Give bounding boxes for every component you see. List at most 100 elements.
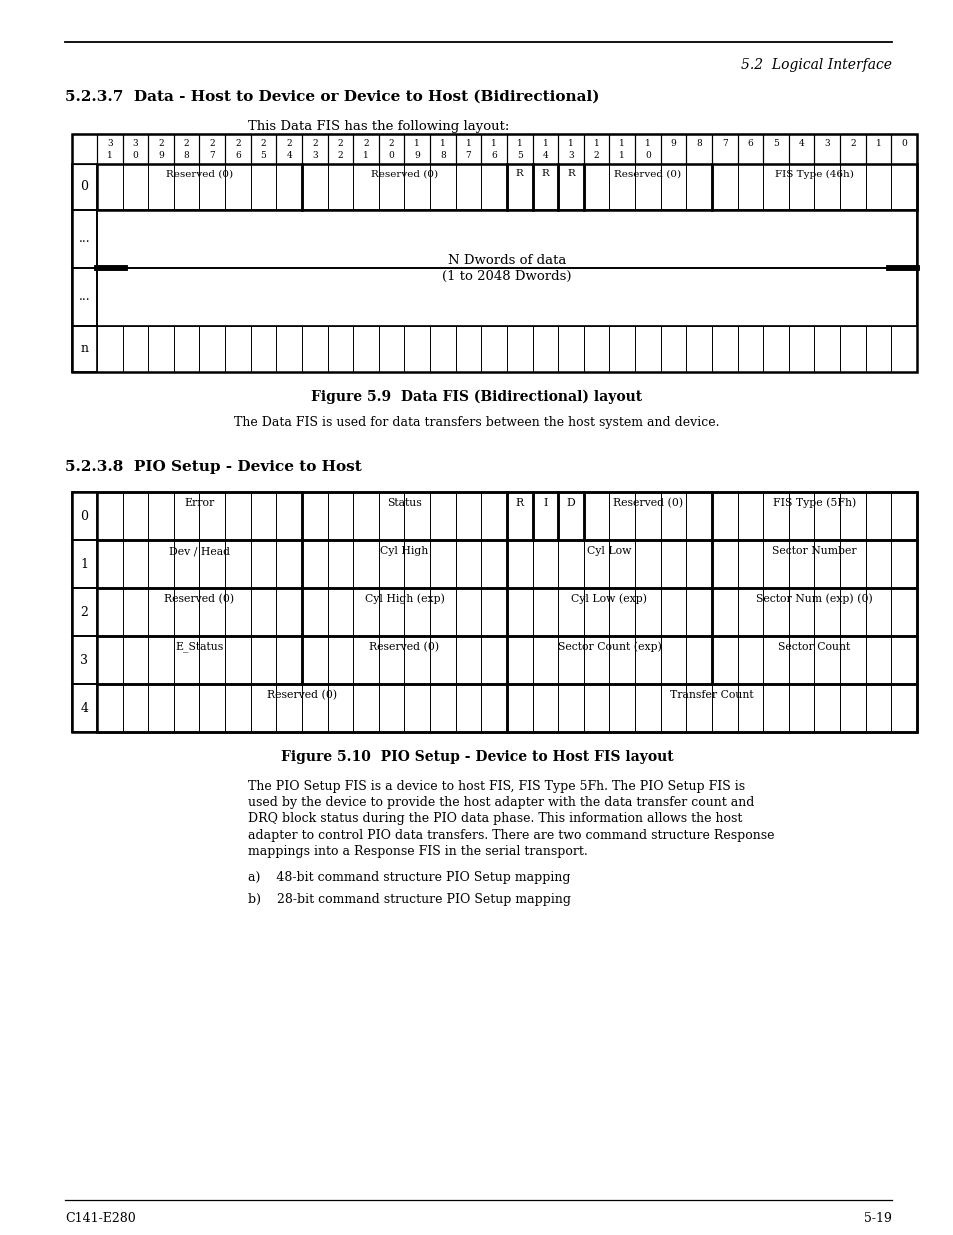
Bar (251, 588, 276, 636)
Bar (635, 135, 660, 164)
Bar (814, 326, 840, 372)
Bar (788, 684, 814, 732)
Bar (685, 540, 711, 588)
Text: DRQ block status during the PIO data phase. This information allows the host: DRQ block status during the PIO data pha… (248, 813, 741, 825)
Bar (685, 326, 711, 372)
Bar (506, 326, 532, 372)
Text: ...: ... (78, 290, 91, 304)
Bar (148, 636, 173, 684)
Bar (506, 540, 532, 588)
Bar (762, 164, 788, 210)
Bar (864, 684, 890, 732)
Bar (737, 636, 762, 684)
Text: 1: 1 (618, 138, 624, 147)
Bar (737, 492, 762, 540)
Text: 6: 6 (491, 152, 497, 161)
Text: 0: 0 (389, 152, 395, 161)
Bar (711, 326, 737, 372)
Bar (737, 684, 762, 732)
Bar (302, 492, 506, 540)
Text: The Data FIS is used for data transfers between the host system and device.: The Data FIS is used for data transfers … (234, 416, 719, 429)
Text: 5: 5 (517, 152, 522, 161)
Bar (532, 135, 558, 164)
Bar (404, 540, 430, 588)
Text: Dev / Head: Dev / Head (169, 546, 230, 556)
Bar (788, 540, 814, 588)
Bar (199, 326, 225, 372)
Bar (481, 164, 506, 210)
Bar (71, 210, 97, 268)
Bar (353, 326, 378, 372)
Bar (378, 164, 404, 210)
Bar (685, 135, 711, 164)
Bar (711, 164, 737, 210)
Bar (840, 135, 864, 164)
Bar (199, 636, 225, 684)
Text: Error: Error (184, 498, 214, 508)
Text: 8: 8 (696, 138, 701, 147)
Bar (199, 135, 225, 164)
Bar (148, 164, 173, 210)
Text: ...: ... (78, 232, 91, 246)
Text: 1: 1 (465, 138, 471, 147)
Bar (97, 636, 123, 684)
Text: 8: 8 (439, 152, 445, 161)
Bar (378, 326, 404, 372)
Bar (173, 636, 199, 684)
Text: Sector Num (exp) (0): Sector Num (exp) (0) (756, 594, 872, 604)
Bar (532, 164, 558, 210)
Bar (890, 326, 916, 372)
Bar (506, 540, 711, 588)
Bar (225, 684, 251, 732)
Bar (199, 492, 225, 540)
Bar (762, 326, 788, 372)
Bar (456, 164, 481, 210)
Bar (532, 540, 558, 588)
Text: Cyl High: Cyl High (380, 546, 428, 556)
Bar (97, 164, 123, 210)
Bar (173, 492, 199, 540)
Bar (864, 326, 890, 372)
Text: 1: 1 (542, 138, 548, 147)
Bar (481, 540, 506, 588)
Text: adapter to control PIO data transfers. There are two command structure Response: adapter to control PIO data transfers. T… (248, 829, 774, 841)
Bar (71, 135, 916, 372)
Bar (762, 492, 788, 540)
Text: This Data FIS has the following layout:: This Data FIS has the following layout: (248, 120, 509, 133)
Bar (890, 492, 916, 540)
Bar (302, 492, 327, 540)
Bar (148, 135, 173, 164)
Bar (97, 588, 302, 636)
Text: Status: Status (387, 498, 421, 508)
Text: 2: 2 (158, 138, 164, 147)
Bar (506, 164, 532, 210)
Text: C141-E280: C141-E280 (65, 1212, 135, 1225)
Bar (583, 135, 609, 164)
Bar (71, 164, 97, 210)
Bar (864, 492, 890, 540)
Text: used by the device to provide the host adapter with the data transfer count and: used by the device to provide the host a… (248, 797, 754, 809)
Bar (685, 492, 711, 540)
Bar (71, 135, 97, 164)
Bar (302, 636, 327, 684)
Bar (404, 588, 430, 636)
Bar (327, 164, 353, 210)
Bar (660, 540, 685, 588)
Bar (481, 492, 506, 540)
Bar (737, 326, 762, 372)
Bar (199, 588, 225, 636)
Bar (558, 588, 583, 636)
Text: Reserved (0): Reserved (0) (612, 498, 682, 508)
Bar (864, 540, 890, 588)
Bar (456, 326, 481, 372)
Bar (302, 164, 327, 210)
Bar (890, 540, 916, 588)
Bar (506, 636, 532, 684)
Bar (635, 326, 660, 372)
Bar (225, 588, 251, 636)
Text: 6: 6 (234, 152, 240, 161)
Text: D: D (566, 498, 575, 508)
Text: 5.2.3.7  Data - Host to Device or Device to Host (Bidirectional): 5.2.3.7 Data - Host to Device or Device … (65, 90, 598, 104)
Text: 1: 1 (875, 138, 881, 147)
Bar (173, 135, 199, 164)
